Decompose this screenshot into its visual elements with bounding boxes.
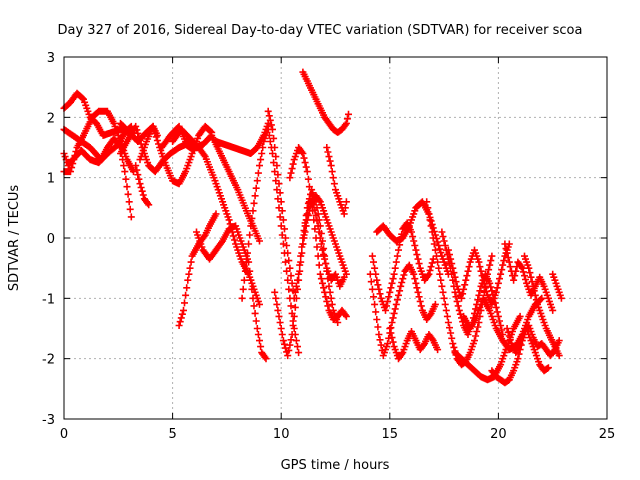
axis-ticks: 0 5 10 15 20 25 -3 -2 -1 0 1 2 3 (42, 51, 615, 442)
plot-frame (63, 56, 608, 420)
data-point-marks (373, 198, 452, 278)
data-point-marks (549, 270, 565, 302)
data-point-marks (193, 222, 270, 363)
data-point-marks (299, 192, 350, 278)
x-tick-label: 25 (599, 427, 616, 442)
data-point-marks (212, 119, 272, 157)
series-t21 (366, 261, 439, 360)
series-t19 (299, 68, 352, 136)
x-tick-label: 5 (168, 427, 176, 442)
data-point-marks (132, 162, 153, 209)
data-point-marks (368, 219, 437, 314)
series-t24 (386, 325, 442, 363)
series-t34 (549, 270, 565, 302)
data-point-marks (299, 68, 352, 136)
y-tick-label: 1 (47, 172, 55, 187)
y-tick-label: 0 (47, 232, 55, 247)
y-tick-label: -1 (42, 292, 55, 307)
series-t13 (212, 119, 272, 157)
series-t15 (264, 107, 342, 326)
data-point-marks (175, 210, 220, 329)
series-t20 (323, 144, 350, 218)
series-t12 (193, 222, 270, 363)
series-t27 (444, 240, 513, 308)
y-tick-label: 2 (47, 111, 55, 126)
x-axis-label: GPS time / hours (281, 458, 390, 473)
y-axis-label: SDTVAR / TECUs (7, 185, 22, 292)
data-point-marks (366, 261, 439, 360)
data-point-marks (264, 107, 342, 326)
data-point-marks (386, 325, 442, 363)
data-point-marks (521, 252, 563, 360)
series-t7 (132, 162, 153, 209)
series-t22 (368, 219, 437, 314)
data-point-marks (286, 144, 350, 323)
y-tick-label: 3 (47, 51, 55, 66)
series-t31 (501, 240, 557, 314)
series-t23 (373, 198, 452, 278)
y-tick-label: -2 (42, 353, 55, 368)
series-t14 (238, 125, 303, 357)
chart-title: Day 327 of 2016, Sidereal Day-to-day VTE… (58, 23, 583, 38)
data-point-marks (501, 240, 557, 314)
data-point-marks (323, 144, 350, 218)
series-t17 (286, 144, 350, 323)
x-tick-label: 0 (60, 427, 68, 442)
x-tick-label: 15 (382, 427, 399, 442)
series-t11 (175, 210, 220, 329)
data-point-marks (238, 125, 303, 357)
x-tick-label: 10 (273, 427, 290, 442)
series-t18 (299, 192, 350, 278)
x-tick-label: 20 (490, 427, 507, 442)
data-marks (60, 68, 565, 387)
y-tick-label: -3 (42, 413, 55, 428)
data-point-marks (444, 240, 513, 308)
series-t33 (521, 252, 563, 360)
